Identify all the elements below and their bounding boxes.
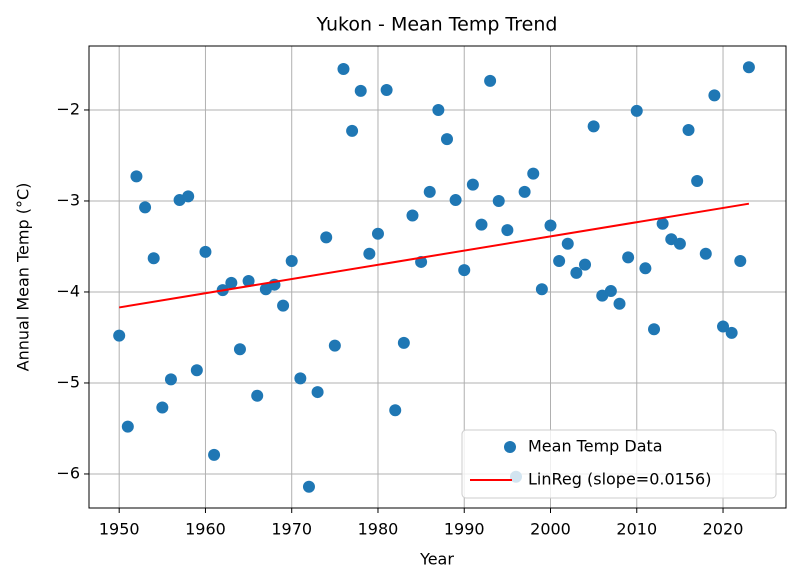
data-point [458, 264, 471, 277]
data-point [648, 323, 661, 336]
legend-marker [504, 441, 516, 453]
data-point [673, 237, 686, 250]
data-point [613, 297, 626, 310]
x-tick-label: 1960 [185, 520, 226, 539]
data-point [251, 389, 264, 402]
data-point [320, 231, 333, 244]
legend-label: Mean Temp Data [528, 437, 663, 456]
data-point [328, 339, 341, 352]
data-point [406, 209, 419, 222]
data-point [225, 276, 238, 289]
data-point [484, 74, 497, 87]
data-point [423, 185, 436, 198]
x-tick-label: 2000 [530, 520, 571, 539]
data-point [622, 251, 635, 264]
data-point [242, 275, 255, 288]
x-tick-label: 1980 [358, 520, 399, 539]
y-tick-label: −4 [56, 281, 80, 300]
x-tick-label: 1970 [271, 520, 312, 539]
data-point [639, 262, 652, 275]
x-tick-label: 2010 [616, 520, 657, 539]
y-tick-label: −6 [56, 463, 80, 482]
x-tick-label: 1990 [444, 520, 485, 539]
data-point [691, 174, 704, 187]
data-point [570, 266, 583, 279]
data-point [389, 404, 402, 417]
data-point [363, 247, 376, 260]
legend-label: LinReg (slope=0.0156) [528, 470, 711, 489]
data-point [164, 373, 177, 386]
y-axis-label: Annual Mean Temp (°C) [14, 183, 33, 372]
y-tick-label: −3 [56, 190, 80, 209]
data-point [285, 255, 298, 268]
data-point [708, 89, 721, 102]
data-point [233, 343, 246, 356]
data-point [656, 217, 669, 230]
data-point [742, 61, 755, 74]
data-point [371, 227, 384, 240]
data-point [397, 336, 410, 349]
legend-box [461, 429, 777, 499]
data-point [277, 299, 290, 312]
data-point [734, 255, 747, 268]
data-point [518, 185, 531, 198]
data-point [604, 285, 617, 298]
data-point [587, 120, 600, 133]
data-point [354, 84, 367, 97]
data-point [501, 224, 514, 237]
data-point [544, 219, 557, 232]
data-point [121, 420, 134, 433]
data-point [561, 237, 574, 250]
data-point [725, 326, 738, 339]
data-point [682, 123, 695, 136]
data-point [346, 124, 359, 137]
data-point [190, 364, 203, 377]
x-axis-label: Year [419, 550, 454, 569]
data-point [699, 247, 712, 260]
data-point [432, 103, 445, 116]
plot-frame [88, 45, 787, 509]
data-point [492, 194, 505, 207]
data-point [311, 386, 324, 399]
data-point [449, 194, 462, 207]
data-point [294, 372, 307, 385]
data-point [440, 133, 453, 146]
data-point [199, 245, 212, 258]
x-tick-label: 2020 [703, 520, 744, 539]
data-point [527, 167, 540, 180]
chart-title: Yukon - Mean Temp Trend [316, 14, 558, 36]
x-tick-label: 1950 [99, 520, 140, 539]
y-tick-label: −5 [56, 372, 80, 391]
data-point [717, 320, 730, 333]
data-point [475, 218, 488, 231]
data-point [553, 255, 566, 268]
data-point [535, 283, 548, 296]
data-point [147, 252, 160, 265]
data-point [113, 329, 126, 342]
data-point [579, 258, 592, 271]
data-point [156, 401, 169, 414]
data-point [182, 190, 195, 203]
data-point [208, 448, 221, 461]
data-point [302, 480, 315, 493]
data-point [466, 178, 479, 191]
data-point [630, 104, 643, 117]
data-point [139, 201, 152, 214]
data-point [337, 63, 350, 76]
y-tick-label: −2 [56, 99, 80, 118]
data-point [380, 83, 393, 96]
trend-line [119, 202, 750, 309]
data-point [130, 170, 143, 183]
